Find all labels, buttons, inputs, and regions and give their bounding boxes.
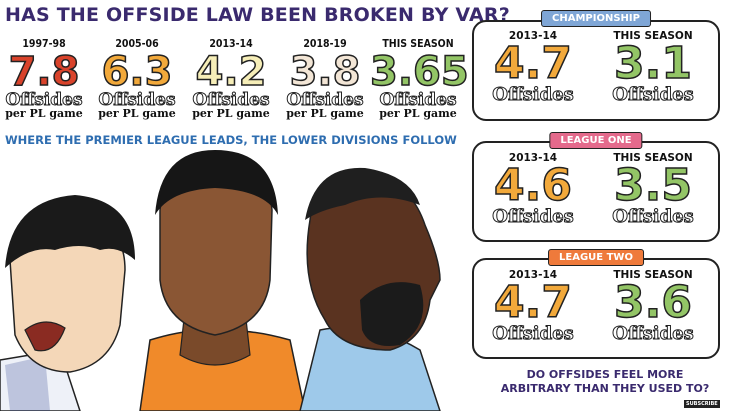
pl-stat-2013: 2013-14 4.2 Offsides per PL game (187, 38, 275, 120)
subscribe-watermark[interactable]: SUBSCRIBE (684, 400, 720, 408)
offsides-value: 3.65 (369, 49, 469, 95)
offsides-word: Offsides (492, 84, 575, 105)
offsides-word: Offsides (492, 323, 575, 344)
season-label: 2013-14 (508, 152, 558, 164)
per-game-label: per PL game (98, 107, 176, 120)
pl-stat-2018: 2018-19 3.8 Offsides per PL game (281, 38, 369, 120)
league-tag: LEAGUE ONE (549, 132, 643, 149)
league-one-card: LEAGUE ONE 2013-14 4.6 Offsides THIS SEA… (472, 132, 720, 242)
offsides-value: 4.7 (493, 277, 572, 328)
right-stat: THIS SEASON 3.6 Offsides (598, 269, 708, 344)
season-label: 2013-14 (508, 269, 558, 281)
season-label: THIS SEASON (382, 38, 454, 50)
offsides-word: Offsides (492, 206, 575, 227)
offsides-word: Offsides (192, 90, 270, 110)
championship-card: CHAMPIONSHIP 2013-14 4.7 Offsides THIS S… (472, 10, 720, 121)
offsides-value: 6.3 (101, 49, 173, 95)
offsides-word: Offsides (5, 90, 83, 110)
per-game-label: per PL game (5, 107, 83, 120)
offsides-value: 4.2 (195, 49, 267, 95)
right-stat: THIS SEASON 3.1 Offsides (598, 30, 708, 105)
pl-stat-this-season: THIS SEASON 3.65 Offsides per PL game (369, 38, 469, 120)
pl-stat-2005: 2005-06 6.3 Offsides per PL game (93, 38, 181, 120)
offsides-value: 3.6 (613, 277, 692, 328)
league-two-card: LEAGUE TWO 2013-14 4.7 Offsides THIS SEA… (472, 249, 720, 359)
left-stat: 2013-14 4.7 Offsides (478, 269, 588, 344)
offsides-value: 7.8 (8, 49, 80, 95)
offsides-word: Offsides (612, 84, 695, 105)
season-label: THIS SEASON (613, 152, 693, 164)
left-stat: 2013-14 4.6 Offsides (478, 152, 588, 227)
season-label: 2018-19 (303, 38, 347, 50)
left-stat: 2013-14 4.7 Offsides (478, 30, 588, 105)
season-label: THIS SEASON (613, 30, 693, 42)
per-game-label: per PL game (192, 107, 270, 120)
offsides-word: Offsides (612, 323, 695, 344)
offsides-word: Offsides (379, 90, 457, 110)
offsides-value: 3.8 (289, 49, 361, 95)
question-text: DO OFFSIDES FEEL MORE ARBITRARY THAN THE… (500, 368, 710, 395)
season-label: 2005-06 (115, 38, 159, 50)
season-label: 2013-14 (508, 30, 558, 42)
offsides-word: Offsides (286, 90, 364, 110)
pl-stat-1997: 1997-98 7.8 Offsides per PL game (0, 38, 88, 120)
right-stat: THIS SEASON 3.5 Offsides (598, 152, 708, 227)
league-tag: CHAMPIONSHIP (541, 10, 651, 27)
season-label: 2013-14 (209, 38, 253, 50)
offsides-value: 3.1 (613, 38, 692, 89)
offsides-value: 3.5 (613, 160, 692, 211)
offsides-value: 4.7 (493, 38, 572, 89)
subtitle: WHERE THE PREMIER LEAGUE LEADS, THE LOWE… (5, 133, 457, 147)
offsides-word: Offsides (98, 90, 176, 110)
players-illustration (0, 150, 441, 411)
season-label: 1997-98 (22, 38, 66, 50)
league-tag: LEAGUE TWO (548, 249, 644, 266)
season-label: THIS SEASON (613, 269, 693, 281)
per-game-label: per PL game (286, 107, 364, 120)
page-title: HAS THE OFFSIDE LAW BEEN BROKEN BY VAR? (5, 4, 510, 26)
offsides-value: 4.6 (493, 160, 572, 211)
per-game-label: per PL game (379, 107, 457, 120)
offsides-word: Offsides (612, 206, 695, 227)
